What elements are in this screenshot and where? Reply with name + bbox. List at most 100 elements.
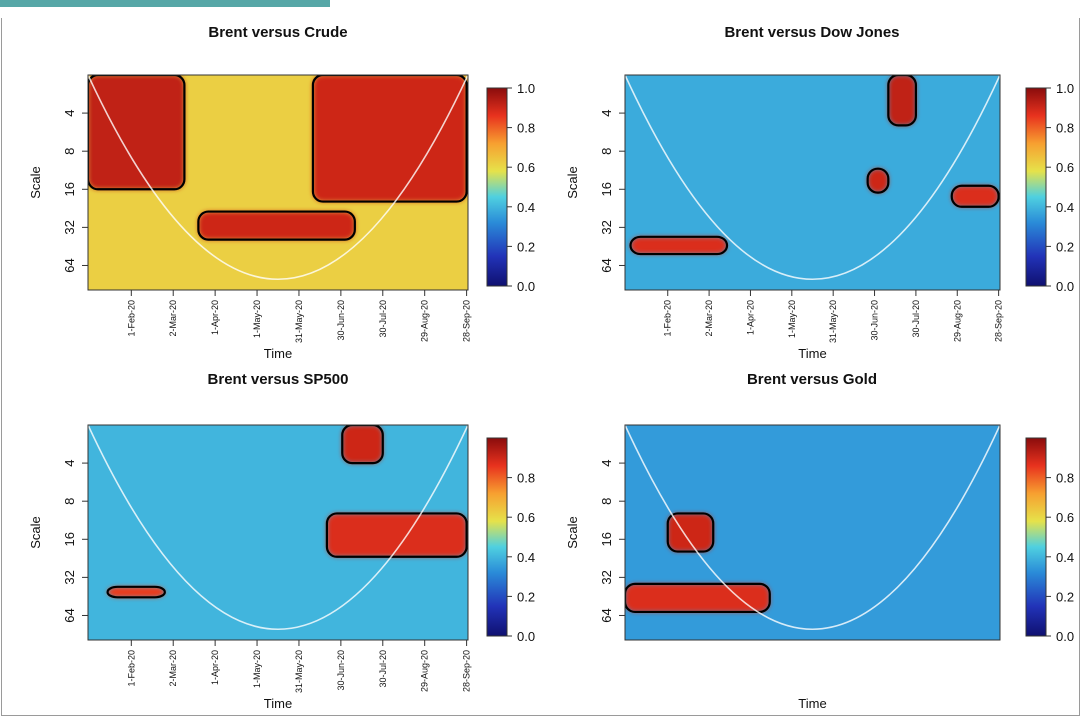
wavelet-panel: Brent versus Crude Scale 4 8 16 32 64 1-Feb-20 2… — [28, 24, 535, 361]
x-tick-label: 30-Jul-20 — [378, 300, 388, 338]
wavelet-panel: Brent versus SP500 Scale 4 8 16 32 64 1-Feb-20 2… — [28, 371, 535, 711]
panel-title: Brent versus Crude — [208, 24, 347, 41]
high-coherence-region — [342, 425, 383, 464]
x-tick-label: 31-May-20 — [294, 300, 304, 343]
wavelet-panel: Brent versus Dow Jones Scale 4 8 16 32 64 1-Feb… — [565, 24, 1074, 361]
colorbar — [1025, 437, 1047, 637]
high-coherence-region — [88, 75, 185, 190]
colorbar-tick-label: 0.0 — [517, 629, 535, 644]
coherence-regions — [625, 513, 770, 612]
x-tick-label: 1-Apr-20 — [210, 300, 220, 335]
colorbar — [486, 87, 508, 287]
y-tick-label: 4 — [62, 459, 77, 466]
x-tick-label: 28-Sep-20 — [462, 300, 472, 342]
wavelet-panel: Brent versus Gold Scale 4 8 16 32 64 Time 0.0 0.2… — [565, 371, 1074, 711]
x-tick-label: 31-May-20 — [828, 300, 838, 343]
y-tick-label: 64 — [62, 608, 77, 622]
colorbar-tick-label: 0.6 — [1056, 510, 1074, 525]
cone-of-influence — [625, 75, 1000, 280]
panel-title: Brent versus Gold — [747, 371, 877, 388]
high-coherence-region — [630, 236, 728, 255]
x-tick-label: 1-May-20 — [252, 300, 262, 338]
colorbar-tick-label: 0.8 — [517, 121, 535, 136]
colorbar — [1025, 87, 1047, 287]
significance-contour — [887, 75, 917, 127]
colorbar — [486, 437, 508, 637]
colorbar-tick-label: 0.0 — [1056, 629, 1074, 644]
significance-contour — [88, 75, 186, 191]
colorbar-tick-label: 0.2 — [517, 239, 535, 254]
high-coherence-region — [867, 168, 889, 193]
x-tick-label: 30-Jul-20 — [378, 650, 388, 688]
y-tick-label: 16 — [599, 532, 614, 546]
y-axis-label: Scale — [565, 516, 580, 549]
colorbar-tick-label: 0.2 — [517, 589, 535, 604]
colorbar-tick-label: 0.4 — [1056, 550, 1074, 565]
x-tick-label: 28-Sep-20 — [462, 650, 472, 692]
coherence-regions — [630, 75, 999, 255]
coherence-regions — [88, 75, 467, 240]
coherence-field — [88, 75, 468, 290]
x-tick-label: 1-May-20 — [252, 650, 262, 688]
colorbar-tick-label: 0.8 — [1056, 121, 1074, 136]
significance-contour — [625, 582, 771, 614]
significance-contour — [106, 585, 166, 599]
plot-border — [624, 424, 1001, 641]
y-tick-label: 8 — [599, 498, 614, 505]
y-tick-label: 32 — [599, 570, 614, 584]
plot-border — [87, 424, 469, 641]
significance-contour — [197, 210, 356, 241]
x-tick-label: 30-Jun-20 — [870, 300, 880, 341]
significance-contour — [311, 75, 468, 203]
high-coherence-region — [326, 513, 467, 557]
x-tick-label: 29-Aug-20 — [420, 650, 430, 692]
panel-title: Brent versus Dow Jones — [724, 24, 899, 41]
y-tick-label: 64 — [599, 608, 614, 622]
y-tick-label: 64 — [599, 258, 614, 272]
significance-contour — [950, 184, 1000, 208]
y-tick-label: 32 — [62, 570, 77, 584]
y-tick-label: 4 — [599, 459, 614, 466]
plot-border — [624, 74, 1001, 291]
colorbar-tick-label: 0.0 — [517, 279, 535, 294]
y-tick-label: 8 — [62, 148, 77, 155]
y-tick-label: 4 — [599, 109, 614, 116]
high-coherence-region — [312, 75, 467, 202]
x-tick-label: 29-Aug-20 — [420, 300, 430, 342]
significance-contour — [341, 425, 384, 465]
high-coherence-region — [667, 513, 714, 552]
plot-border — [87, 74, 469, 291]
x-tick-label: 1-Feb-20 — [663, 300, 673, 337]
y-axis-label: Scale — [28, 516, 43, 549]
x-axis-label: Time — [264, 696, 292, 711]
cone-of-influence — [88, 75, 468, 280]
high-coherence-region — [888, 75, 916, 126]
cone-of-influence — [88, 425, 468, 630]
y-tick-label: 32 — [62, 220, 77, 234]
colorbar-tick-label: 0.8 — [1056, 471, 1074, 486]
x-tick-label: 30-Jul-20 — [911, 300, 921, 338]
coherence-background — [625, 75, 1000, 290]
y-axis-label: Scale — [565, 166, 580, 199]
y-tick-label: 8 — [599, 148, 614, 155]
y-tick-label: 16 — [62, 182, 77, 196]
y-tick-label: 32 — [599, 220, 614, 234]
x-axis-label: Time — [264, 346, 292, 361]
x-tick-label: 1-Feb-20 — [126, 650, 136, 687]
colorbar-tick-label: 0.6 — [517, 160, 535, 175]
colorbar-tick-label: 0.2 — [1056, 239, 1074, 254]
significance-contour — [325, 512, 468, 558]
coherence-field — [88, 425, 468, 640]
significance-contour — [866, 167, 890, 194]
colorbar-tick-label: 0.2 — [1056, 589, 1074, 604]
x-axis-label: Time — [798, 696, 826, 711]
x-tick-label: 2-Mar-20 — [168, 650, 178, 687]
colorbar-tick-label: 0.6 — [1056, 160, 1074, 175]
colorbar-tick-label: 0.4 — [517, 200, 535, 215]
x-tick-label: 1-May-20 — [787, 300, 797, 338]
figure-frame — [1, 18, 1080, 716]
colorbar-tick-label: 1.0 — [1056, 81, 1074, 96]
x-tick-label: 1-Apr-20 — [210, 650, 220, 685]
coherence-field — [625, 75, 1000, 290]
coherence-field — [625, 425, 1000, 640]
